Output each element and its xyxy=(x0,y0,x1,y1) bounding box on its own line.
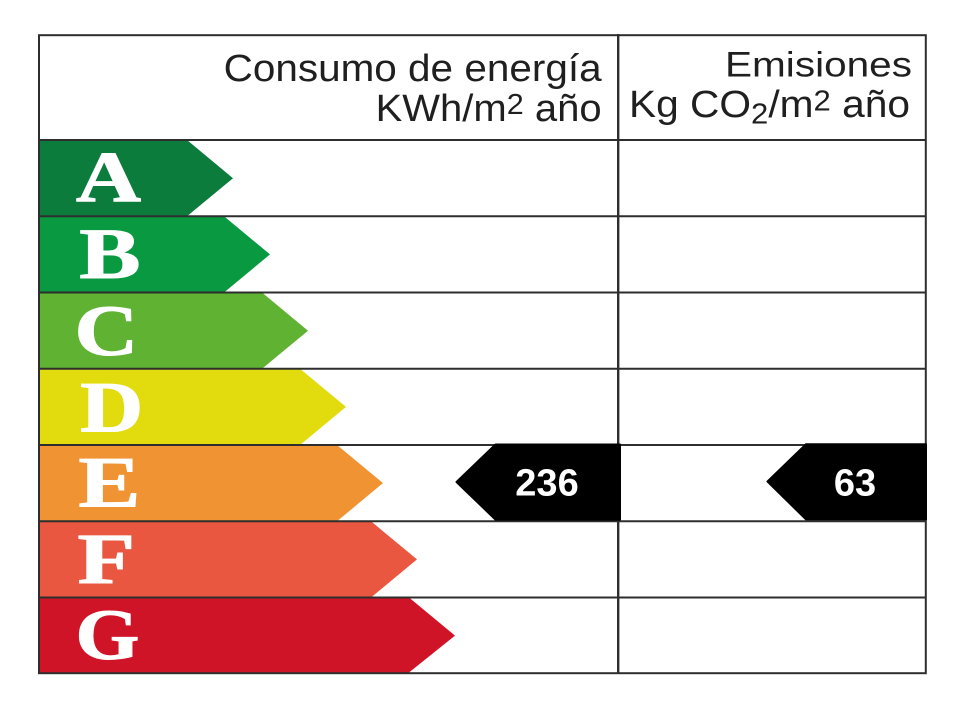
svg-text:A: A xyxy=(76,138,141,218)
svg-text:D: D xyxy=(80,367,143,447)
svg-text:63: 63 xyxy=(834,463,876,505)
svg-text:KWh/m2 año: KWh/m 2 año xyxy=(376,88,602,130)
svg-text:Consumo de energía: Consumo de energía xyxy=(224,48,603,90)
svg-text:G: G xyxy=(76,595,140,675)
svg-text:Kg CO2/m2 año: Kg CO 2/m 2 año xyxy=(629,84,910,131)
svg-text:F: F xyxy=(78,519,136,599)
svg-text:E: E xyxy=(79,443,141,523)
svg-text:Emisiones: Emisiones xyxy=(725,46,912,85)
svg-text:B: B xyxy=(79,214,140,294)
svg-text:236: 236 xyxy=(515,463,578,505)
svg-text:C: C xyxy=(75,291,139,371)
